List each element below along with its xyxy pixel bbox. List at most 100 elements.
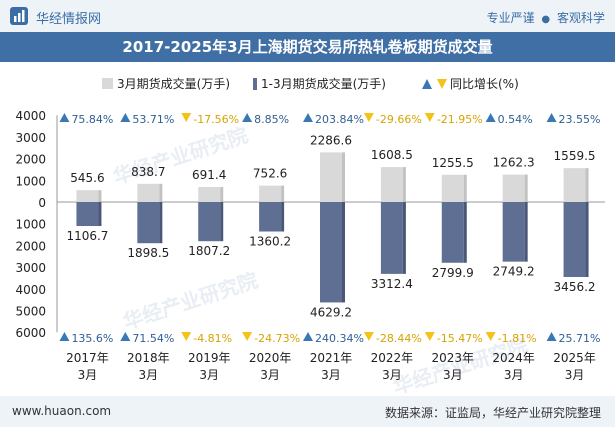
data-label-month: 1559.5 [554,149,596,163]
growth-label-cumulative: 25.71% [559,332,601,345]
x-tick-label-month: 3月 [321,368,341,382]
footer-bar [0,396,615,427]
growth-down-arrow-icon [424,332,435,341]
data-label-cumulative: 3312.4 [371,277,413,291]
growth-label-month: 23.55% [559,113,601,126]
x-tick-label-month: 3月 [78,368,98,382]
bar-month-side [524,174,528,202]
legend-label-growth: 同比增长(%) [450,77,519,91]
bar-cumulative [563,202,586,277]
bar-cumulative-side [585,202,589,277]
growth-label-month: -17.56% [193,113,239,126]
data-label-month: 1262.3 [493,156,535,170]
legend-down-arrow-icon [437,79,447,89]
title-bar [0,32,615,62]
legend-up-arrow-icon [422,79,432,89]
x-tick-label-year: 2025年 [553,351,596,365]
data-label-month: 545.6 [70,171,104,185]
growth-label-cumulative: -1.81% [498,332,537,345]
x-tick-label-month: 3月 [443,368,463,382]
growth-down-arrow-icon [363,332,374,341]
source-url[interactable]: www.huaon.com [12,404,112,418]
bar-cumulative-side [524,202,528,262]
growth-up-arrow-icon [303,113,313,122]
growth-label-month: 203.84% [315,113,364,126]
y-tick-label: 1000 [15,218,46,232]
data-label-cumulative: 2749.2 [493,265,535,279]
growth-down-arrow-icon [485,332,496,341]
site-name[interactable]: 华经情报网 [36,12,102,27]
growth-label-month: 53.71% [132,113,174,126]
x-tick-label-month: 3月 [260,368,280,382]
bar-month-side [98,190,102,202]
growth-up-arrow-icon [120,113,131,122]
data-label-month: 838.7 [131,165,165,179]
bar-cumulative-side [402,202,406,274]
x-tick-label-year: 2021年 [310,351,353,365]
y-tick-label: 4000 [15,109,46,123]
logo-icon [10,7,28,25]
chart-title: 2017-2025年3月上海期货交易所热轧卷板期货成交量 [122,38,493,56]
data-label-cumulative: 1106.7 [66,229,108,243]
x-tick-label-year: 2019年 [188,351,231,365]
bar-cumulative-side [98,202,102,227]
data-label-cumulative: 4629.2 [310,305,352,319]
x-tick-label-month: 3月 [139,368,159,382]
bar-month [76,190,99,202]
growth-label-cumulative: -4.81% [193,332,232,345]
x-tick-label-year: 2024年 [492,351,535,365]
bar-cumulative-side [159,202,163,244]
bar-month [137,183,160,202]
bar-cumulative [441,202,464,263]
legend-swatch-month [102,78,113,89]
data-label-month: 2286.6 [310,133,352,147]
tagline-right: 客观科学 [556,11,605,25]
bar-month-side [585,168,589,202]
x-tick-label-year: 2018年 [127,351,170,365]
y-tick-label: 0 [38,196,46,210]
chart-svg: 3月期货成交量(万手) 1-3月期货成交量(万手) 同比增长(%) 4000 3000 2… [15,76,605,382]
data-label-cumulative: 1898.5 [127,246,169,260]
growth-up-arrow-icon [59,332,70,341]
x-tick-label-year: 2022年 [371,351,414,365]
data-label-cumulative: 1807.2 [188,244,230,258]
growth-label-cumulative: -24.73% [254,332,300,345]
y-tick-label: 6000 [15,326,46,340]
data-label-month: 752.6 [253,167,287,181]
bar-month [198,186,221,202]
y-tick-label: 2000 [15,153,46,167]
bar-cumulative-side [463,202,467,263]
bar-month [320,152,342,202]
bar-month-side [402,167,406,202]
y-tick-label: 1000 [15,174,46,188]
bar-month [441,174,464,202]
data-label-month: 1608.5 [371,148,413,162]
growth-down-arrow-icon [363,113,374,122]
legend-label-cumulative: 1-3月期货成交量(万手) [261,76,386,91]
growth-label-cumulative: 135.6% [71,332,113,345]
header-bar [0,0,615,32]
bar-cumulative [380,202,403,274]
growth-up-arrow-icon [485,113,496,122]
growth-up-arrow-icon [303,332,313,341]
bar-month [380,167,403,202]
growth-down-arrow-icon [424,113,435,122]
data-label-cumulative: 2799.9 [432,266,474,280]
x-tick-label-month: 3月 [565,368,585,382]
x-tick-label-year: 2017年 [66,351,109,365]
data-label-month: 1255.5 [432,156,474,170]
bar-month-side [342,152,345,202]
growth-down-arrow-icon [181,332,192,341]
growth-down-arrow-icon [242,332,253,341]
y-tick-label: 5000 [15,305,46,319]
bar-cumulative [259,202,282,232]
x-tick-label-month: 3月 [199,368,219,382]
growth-up-arrow-icon [242,113,253,122]
bar-cumulative-side [342,202,345,303]
bar-cumulative [320,202,342,303]
growth-up-arrow-icon [546,332,557,341]
tagline-left: 专业严谨 [486,11,535,25]
growth-label-month: -29.66% [376,113,422,126]
data-label-cumulative: 3456.2 [554,280,596,294]
y-tick-label: 3000 [15,131,46,145]
